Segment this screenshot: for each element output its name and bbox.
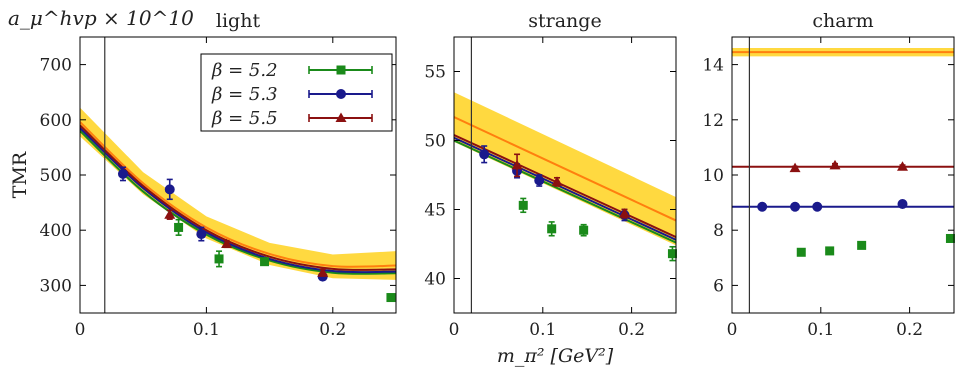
panel-title: charm [812,10,873,32]
data-point [812,201,823,212]
fit-curve-52 [80,130,396,275]
panel-strange: strange 40 45 50 55 0 0.1 0.2 [424,10,677,340]
data-point [796,247,806,257]
x-tick-label: 0.1 [193,320,220,340]
legend-label-b52: β = 5.2 [211,60,278,81]
x-axis-label: m_π² [GeV²] [497,345,614,367]
x-tick-label: 0 [449,320,460,340]
y-tick-label: 400 [40,221,72,241]
legend-label-b53: β = 5.3 [211,84,278,105]
data-point [857,240,867,250]
y-tick-label: 40 [424,270,446,290]
data-point [117,168,128,179]
x-tick-label: 0 [75,320,86,340]
y-tick-label: 600 [40,111,72,131]
y-tick-label: 10 [702,166,724,186]
x-tick-label: 0.2 [319,320,346,340]
fit-curve-53 [454,136,676,241]
legend: β = 5.2 β = 5.3 β = 5.5 [200,53,393,132]
data-point [896,161,908,171]
data-point [667,249,677,259]
band-group [80,107,396,280]
fit-curve-52 [454,139,676,244]
fit-curves [454,116,676,244]
fit-curve-55 [454,134,676,239]
x-tick-label: 0.1 [529,320,556,340]
error-band [80,107,396,280]
data-point [221,238,233,248]
data-point [829,159,841,170]
data-point [897,198,908,209]
panel-light: light 300 400 500 600 700 0 0.1 0.2 [40,10,397,340]
y-tick-label: 12 [702,111,724,131]
data-point [757,201,768,212]
y-tick-label: 14 [702,56,724,76]
legend-marker [335,112,347,122]
data-point [511,159,523,170]
data-point [164,209,176,219]
data-point [164,184,175,195]
data-point [945,233,955,243]
data-point [547,224,557,234]
y-tick-label: 8 [713,221,724,241]
fit-curve-continuum [80,121,396,268]
data-point [618,208,630,218]
data-point [551,176,563,186]
y-tick-label: 6 [713,276,724,296]
legend-marker [336,65,346,75]
data-point [214,254,224,264]
plot-frame [731,36,955,314]
data-point [790,201,801,212]
panel-charm: charm 6 8 10 12 14 0 0.1 0.2 [702,10,955,340]
data-point [196,229,207,240]
y-tick-label: 300 [40,276,72,296]
fit-curves [732,51,954,208]
y-tick-label: 500 [40,166,72,186]
fit-curve-53 [80,127,396,274]
x-tick-label: 0 [727,320,738,340]
plot-frame [453,36,677,314]
data-point [534,175,545,186]
y-tick-label: 45 [424,201,446,221]
y-tick-label: 55 [424,63,446,83]
data-point [825,246,835,256]
data-point [260,257,270,267]
y-tick-label: 700 [40,56,72,76]
data-point [386,293,396,303]
y-axis-label-side: TMR [9,151,31,198]
fit-curve-continuum [454,116,676,222]
data-point [174,222,184,232]
data-point [789,162,801,173]
data-point [317,267,329,277]
data-point [479,149,490,160]
panel-title: light [216,10,261,32]
legend-label-b55: β = 5.5 [211,108,278,129]
x-tick-label: 0.1 [807,320,834,340]
legend-marker [336,89,346,99]
x-tick-label: 0.2 [896,320,923,340]
y-tick-label: 50 [424,132,446,152]
panel-title: strange [528,10,601,32]
data-point [579,225,589,235]
fit-curve-55 [80,124,396,271]
data-point [518,200,528,210]
y-axis-title-top: a_μ^hvp × 10^10 [8,6,194,30]
x-tick-label: 0.2 [618,320,645,340]
